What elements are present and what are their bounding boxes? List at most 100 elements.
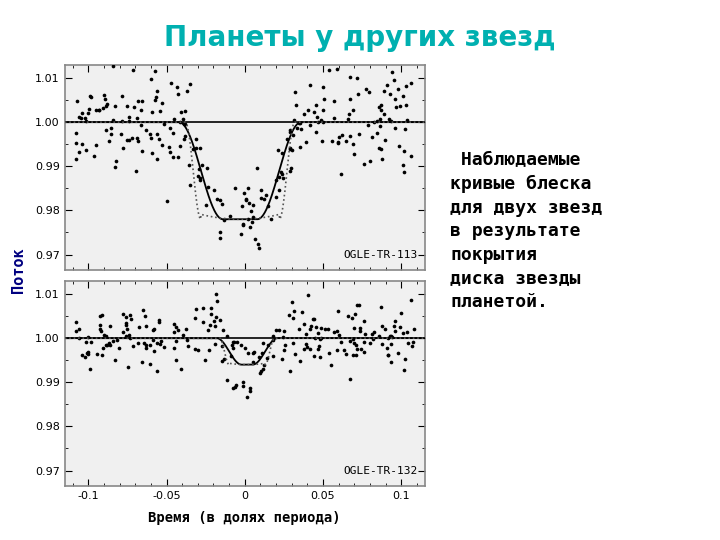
Point	[190, 134, 202, 143]
Point	[144, 130, 156, 138]
Point	[106, 130, 117, 138]
Point	[174, 118, 186, 126]
Point	[399, 355, 410, 363]
Point	[132, 97, 143, 106]
Point	[148, 326, 159, 334]
Point	[383, 115, 395, 124]
Point	[394, 323, 405, 332]
Point	[390, 327, 401, 335]
Point	[284, 127, 295, 136]
Point	[248, 358, 259, 367]
Point	[276, 355, 288, 363]
Point	[300, 330, 312, 339]
Point	[184, 160, 195, 169]
Point	[94, 312, 106, 321]
Point	[258, 361, 269, 369]
Point	[397, 160, 409, 169]
Point	[214, 315, 225, 324]
Point	[179, 106, 191, 115]
Point	[208, 186, 220, 194]
Point	[382, 351, 394, 360]
Point	[375, 105, 387, 114]
Point	[293, 119, 305, 127]
Point	[86, 92, 97, 101]
Point	[294, 143, 305, 151]
Point	[237, 377, 248, 386]
Point	[343, 110, 354, 118]
Point	[176, 107, 187, 116]
Point	[175, 142, 186, 151]
Point	[164, 124, 176, 133]
Point	[262, 201, 274, 210]
Point	[140, 126, 152, 134]
Point	[217, 341, 228, 350]
Point	[139, 312, 150, 320]
Point	[238, 382, 249, 390]
Point	[359, 329, 371, 338]
Point	[254, 369, 266, 377]
Point	[388, 75, 400, 84]
Point	[73, 333, 85, 342]
Point	[76, 351, 88, 360]
Point	[279, 340, 291, 349]
Point	[238, 220, 249, 229]
Point	[170, 322, 181, 331]
Point	[256, 348, 267, 357]
Point	[304, 345, 315, 354]
Point	[140, 344, 152, 353]
Point	[202, 183, 214, 192]
Point	[351, 345, 362, 353]
Point	[323, 65, 335, 74]
Point	[241, 392, 253, 401]
Point	[82, 333, 94, 342]
Point	[71, 97, 83, 106]
Point	[287, 313, 299, 322]
Point	[150, 155, 162, 164]
Point	[335, 170, 346, 178]
Point	[393, 141, 405, 150]
Point	[342, 312, 354, 321]
Point	[149, 96, 161, 104]
Point	[351, 350, 362, 359]
Point	[248, 348, 259, 357]
Point	[145, 134, 156, 143]
Point	[192, 346, 204, 355]
Point	[318, 94, 330, 103]
Point	[305, 80, 316, 89]
Point	[77, 139, 89, 148]
Point	[376, 155, 387, 164]
Point	[283, 310, 294, 319]
Point	[248, 200, 259, 209]
Point	[289, 350, 301, 359]
Point	[268, 332, 279, 341]
Point	[94, 321, 106, 330]
Point	[104, 338, 115, 347]
Point	[146, 148, 158, 157]
Point	[333, 330, 345, 339]
Point	[268, 336, 279, 345]
Point	[258, 195, 269, 204]
Point	[347, 140, 359, 149]
Point	[319, 325, 330, 333]
Point	[386, 332, 397, 340]
Point	[284, 166, 296, 175]
Point	[184, 79, 196, 88]
Point	[172, 90, 184, 98]
Point	[386, 340, 397, 349]
Point	[344, 337, 356, 346]
Point	[245, 383, 256, 392]
Point	[317, 117, 328, 126]
Point	[167, 153, 179, 161]
Point	[284, 143, 296, 152]
Point	[242, 183, 253, 192]
Point	[100, 341, 112, 349]
Point	[351, 301, 363, 309]
Point	[267, 352, 279, 360]
Point	[189, 313, 201, 322]
Point	[161, 197, 172, 205]
Point	[286, 146, 297, 154]
Point	[284, 126, 296, 134]
Point	[398, 366, 410, 374]
Point	[332, 65, 343, 73]
Point	[344, 72, 356, 81]
